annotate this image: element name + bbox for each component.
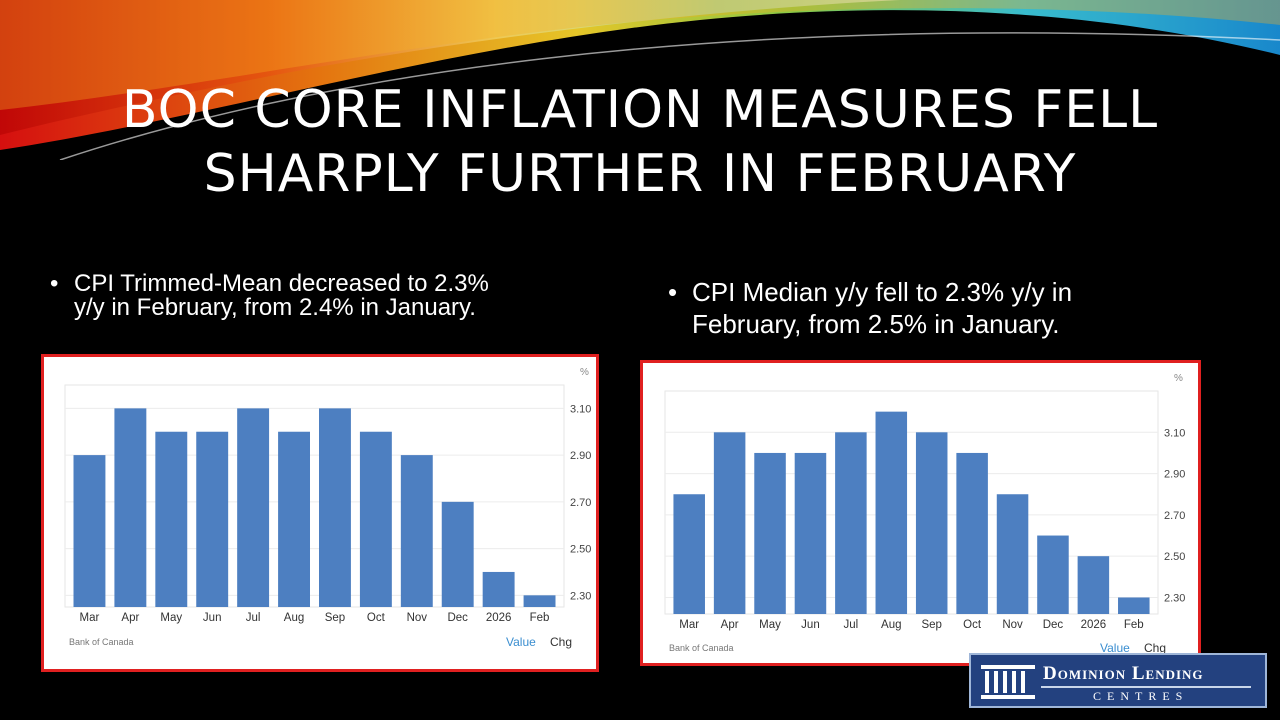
bar	[673, 494, 705, 614]
unit-label: %	[1174, 373, 1183, 384]
bullet-left: • CPI Trimmed-Mean decreased to 2.3% y/y…	[50, 272, 510, 320]
x-tick-label: Aug	[284, 612, 304, 624]
x-tick-label: May	[160, 612, 182, 624]
logo-subname: CENTRES	[1093, 689, 1189, 703]
y-tick-label: 3.10	[1164, 427, 1185, 439]
plot-area	[664, 390, 1159, 615]
plot-area	[64, 384, 565, 608]
dominion-lending-logo: Dominion Lending CENTRES	[969, 653, 1267, 708]
bar	[794, 452, 827, 614]
pillars-icon	[981, 665, 1035, 699]
x-tick-label: Jul	[246, 612, 261, 624]
bullet-right: • CPI Median y/y fell to 2.3% y/y in Feb…	[668, 276, 1148, 340]
bar	[1037, 535, 1069, 614]
bullet-left-text: CPI Trimmed-Mean decreased to 2.3% y/y i…	[74, 270, 489, 321]
bullet-dot: •	[668, 277, 678, 307]
logo-name: Dominion Lending	[1043, 663, 1204, 684]
y-tick-label: 2.50	[1164, 551, 1185, 563]
bar	[114, 408, 147, 607]
x-tick-label: Mar	[80, 612, 100, 624]
x-tick-label: Dec	[447, 612, 468, 624]
bar	[1118, 597, 1150, 614]
bar	[278, 431, 310, 607]
x-tick-label: Jun	[801, 619, 820, 631]
tab-value: Value	[506, 635, 536, 649]
tab-chg: Chg	[550, 635, 572, 649]
y-tick-label: 2.70	[1164, 510, 1185, 522]
chart-median: 3.10 2.90 2.70 2.50 2.30% Mar Apr May Jun Jul Aug S…	[640, 360, 1201, 666]
bar	[713, 432, 746, 614]
y-tick-label: 2.30	[1164, 592, 1185, 604]
bar	[915, 432, 948, 614]
bar	[155, 431, 188, 607]
x-tick-label: Feb	[1124, 619, 1144, 631]
y-tick-label: 2.70	[570, 497, 591, 509]
chart-trimmed-mean-svg: 3.10 2.90 2.70 2.50 2.30% Mar Apr May Jun Jul Aug S…	[64, 367, 591, 649]
bar	[875, 411, 908, 614]
x-tick-label: Sep	[325, 612, 345, 624]
bar	[359, 431, 392, 607]
chart-median-svg: 3.10 2.90 2.70 2.50 2.30% Mar Apr May Jun Jul Aug S…	[664, 373, 1185, 655]
bar	[1077, 556, 1110, 614]
bullet-dot: •	[50, 270, 59, 297]
source-label: Bank of Canada	[669, 643, 734, 653]
unit-label: %	[580, 367, 589, 378]
x-tick-label: 2026	[1081, 619, 1107, 631]
slide-title: BOC CORE INFLATION MEASURES FELL SHARPLY…	[121, 80, 1159, 204]
x-tick-label: Mar	[679, 619, 699, 631]
x-tick-label: Jun	[203, 612, 222, 624]
x-tick-label: May	[759, 619, 781, 631]
y-tick-label: 2.50	[570, 544, 591, 556]
decorative-swoosh	[0, 0, 1280, 160]
logo-rule	[1041, 686, 1251, 688]
bar	[523, 595, 556, 607]
x-tick-label: Oct	[367, 612, 386, 624]
bar	[441, 501, 474, 607]
x-tick-label: Apr	[121, 612, 139, 624]
x-tick-label: Aug	[881, 619, 901, 631]
bullet-right-text: CPI Median y/y fell to 2.3% y/y in Febru…	[692, 277, 1073, 339]
x-tick-label: Jul	[844, 619, 859, 631]
y-tick-label: 2.90	[1164, 469, 1185, 481]
y-tick-label: 2.90	[570, 450, 591, 462]
x-tick-label: Nov	[1002, 619, 1023, 631]
tab-chg: Chg	[1144, 641, 1166, 655]
bar	[196, 431, 229, 607]
x-tick-label: Feb	[530, 612, 550, 624]
bar	[319, 408, 351, 607]
bar	[996, 494, 1029, 614]
bar	[482, 571, 515, 607]
y-tick-label: 3.10	[570, 403, 591, 415]
chart-trimmed-mean: 3.10 2.90 2.70 2.50 2.30% Mar Apr May Jun Jul Aug S…	[41, 354, 599, 672]
x-tick-label: Sep	[921, 619, 941, 631]
y-tick-label: 2.30	[570, 590, 591, 602]
bar	[237, 408, 270, 607]
bar	[754, 452, 786, 614]
bar	[835, 432, 867, 614]
x-tick-label: Apr	[721, 619, 739, 631]
x-tick-label: Nov	[407, 612, 428, 624]
x-tick-label: Oct	[963, 619, 982, 631]
bar	[956, 452, 988, 614]
bar	[73, 455, 106, 607]
tab-value: Value	[1100, 641, 1130, 655]
x-tick-label: 2026	[486, 612, 512, 624]
x-tick-label: Dec	[1043, 619, 1064, 631]
bar	[400, 455, 433, 607]
source-label: Bank of Canada	[69, 637, 134, 647]
